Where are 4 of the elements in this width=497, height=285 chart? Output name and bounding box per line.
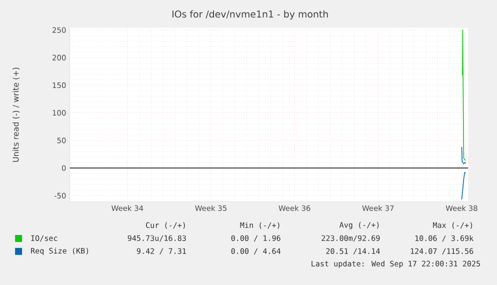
line-series <box>461 172 466 200</box>
chart-title: IOs for /dev/nvme1n1 - by month <box>172 10 328 20</box>
line-series <box>462 30 466 161</box>
line-series <box>461 146 466 164</box>
